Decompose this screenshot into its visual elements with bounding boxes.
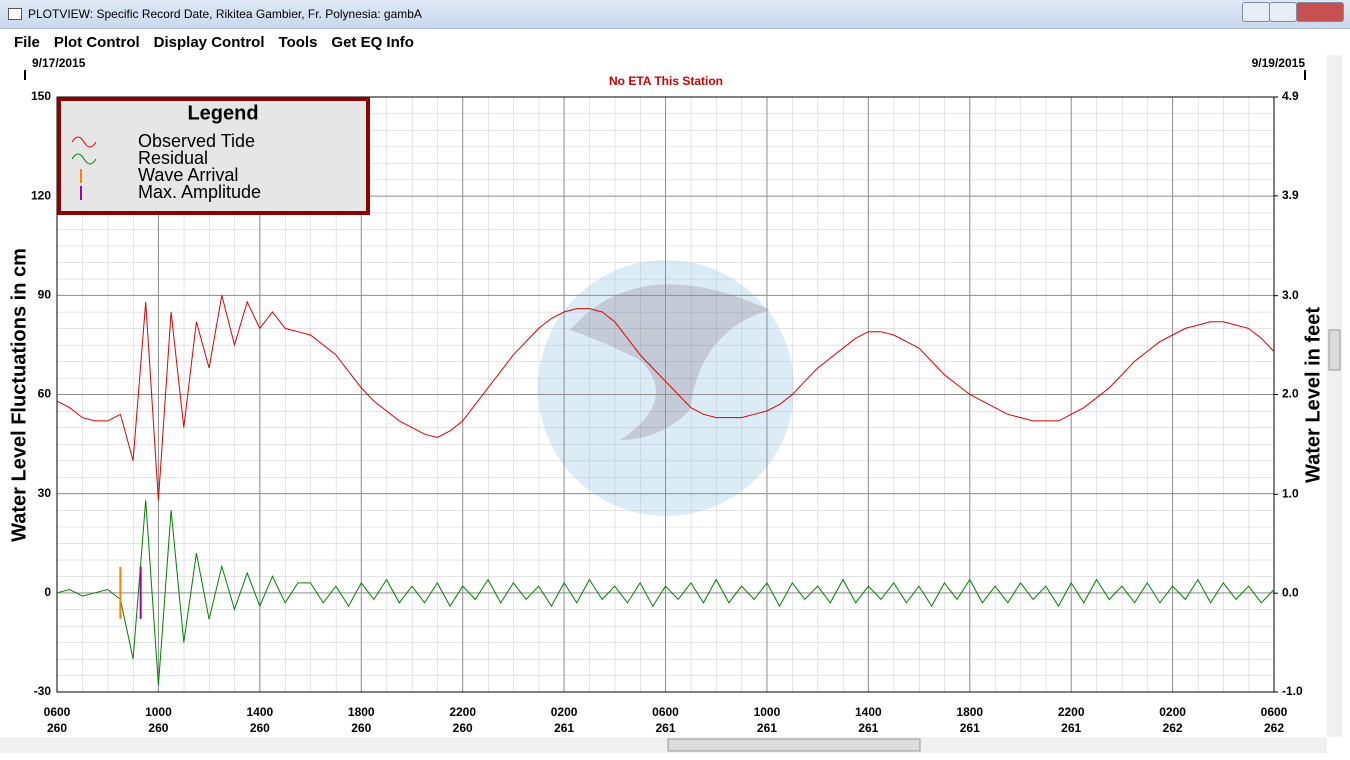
- annotation: No ETA This Station: [609, 74, 723, 88]
- y2-tick-label: -1.0: [1282, 684, 1303, 698]
- legend-title: Legend: [187, 102, 258, 124]
- x-tick-sublabel: 262: [1163, 721, 1183, 735]
- y2-axis-label: Water Level in feet: [1302, 307, 1324, 483]
- y-tick-label: 30: [38, 486, 52, 500]
- x-tick-label: 1800: [348, 705, 375, 719]
- y2-tick-label: 0.0: [1282, 585, 1299, 599]
- title-bar: PLOTVIEW: Specific Record Date, Rikitea …: [0, 0, 1350, 29]
- x-tick-label: 1400: [246, 705, 273, 719]
- y-tick-label: 90: [38, 288, 52, 302]
- x-tick-label: 0200: [1159, 705, 1186, 719]
- legend-swatch: [71, 136, 97, 148]
- close-button[interactable]: [1296, 2, 1344, 22]
- x-tick-sublabel: 261: [757, 721, 777, 735]
- legend-swatch: [71, 153, 97, 165]
- x-tick-label: 0600: [44, 705, 71, 719]
- x-tick-sublabel: 260: [351, 721, 371, 735]
- scroll-thumb[interactable]: [1328, 329, 1341, 371]
- series-line: [56, 500, 1275, 686]
- legend-box: [57, 97, 370, 215]
- legend-label: Observed Tide: [138, 131, 255, 151]
- x-tick-sublabel: 260: [148, 721, 168, 735]
- x-tick-label: 1000: [754, 705, 781, 719]
- x-tick-sublabel: 261: [960, 721, 980, 735]
- legend-label: Wave Arrival: [138, 165, 238, 185]
- end-date: 9/19/2015: [1252, 56, 1306, 70]
- x-tick-sublabel: 261: [554, 721, 574, 735]
- y-tick-label: 60: [38, 387, 52, 401]
- x-tick-label: 0600: [652, 705, 679, 719]
- menu-item[interactable]: Plot Control: [53, 34, 140, 51]
- x-tick-label: 2200: [1058, 705, 1085, 719]
- minor-grid: [57, 97, 1274, 692]
- menu-item[interactable]: Display Control: [153, 34, 265, 51]
- x-tick-label: 0600: [1261, 705, 1288, 719]
- x-tick-label: 0200: [551, 705, 578, 719]
- start-date: 9/17/2015: [32, 56, 86, 70]
- watermark: [538, 260, 794, 516]
- x-tick-sublabel: 261: [858, 721, 878, 735]
- x-tick-label: 2200: [449, 705, 476, 719]
- x-tick-label: 1400: [855, 705, 882, 719]
- app-icon: [8, 8, 22, 20]
- x-tick-sublabel: 260: [453, 721, 473, 735]
- y2-tick-label: 2.0: [1282, 387, 1299, 401]
- horizontal-scrollbar[interactable]: [0, 737, 1327, 753]
- plot-frame: [56, 96, 1275, 693]
- y-axis-label: Water Level Fluctuations in cm: [8, 248, 30, 542]
- menu-item[interactable]: Get EQ Info: [331, 34, 414, 51]
- x-tick-sublabel: 261: [655, 721, 675, 735]
- y-tick-label: 150: [31, 89, 51, 103]
- minimize-button[interactable]: [1242, 2, 1270, 22]
- y2-tick-label: 3.0: [1282, 288, 1299, 302]
- x-tick-label: 1800: [956, 705, 983, 719]
- x-tick-sublabel: 262: [1264, 721, 1284, 735]
- scroll-thumb[interactable]: [667, 738, 921, 752]
- maximize-button[interactable]: [1269, 2, 1297, 22]
- y-tick-label: 120: [31, 188, 51, 202]
- y2-tick-label: 3.9: [1282, 188, 1299, 202]
- legend-label: Residual: [138, 148, 208, 168]
- series-line: [56, 295, 1275, 501]
- menu-item[interactable]: Tools: [278, 34, 318, 51]
- y2-tick-label: 4.9: [1282, 89, 1299, 103]
- x-tick-sublabel: 260: [250, 721, 270, 735]
- legend-label: Max. Amplitude: [138, 182, 261, 202]
- x-tick-label: 1000: [145, 705, 172, 719]
- y-tick-label: -30: [34, 684, 52, 698]
- window-title: PLOTVIEW: Specific Record Date, Rikitea …: [28, 7, 422, 21]
- menu-item[interactable]: File: [14, 34, 40, 51]
- x-tick-sublabel: 261: [1061, 721, 1081, 735]
- menu-bar: File Plot Control Display Control Tools Get …: [0, 30, 1350, 54]
- vertical-scrollbar[interactable]: [1327, 55, 1342, 737]
- y-tick-label: 0: [44, 585, 51, 599]
- y2-tick-label: 1.0: [1282, 487, 1299, 501]
- x-tick-sublabel: 260: [47, 721, 67, 735]
